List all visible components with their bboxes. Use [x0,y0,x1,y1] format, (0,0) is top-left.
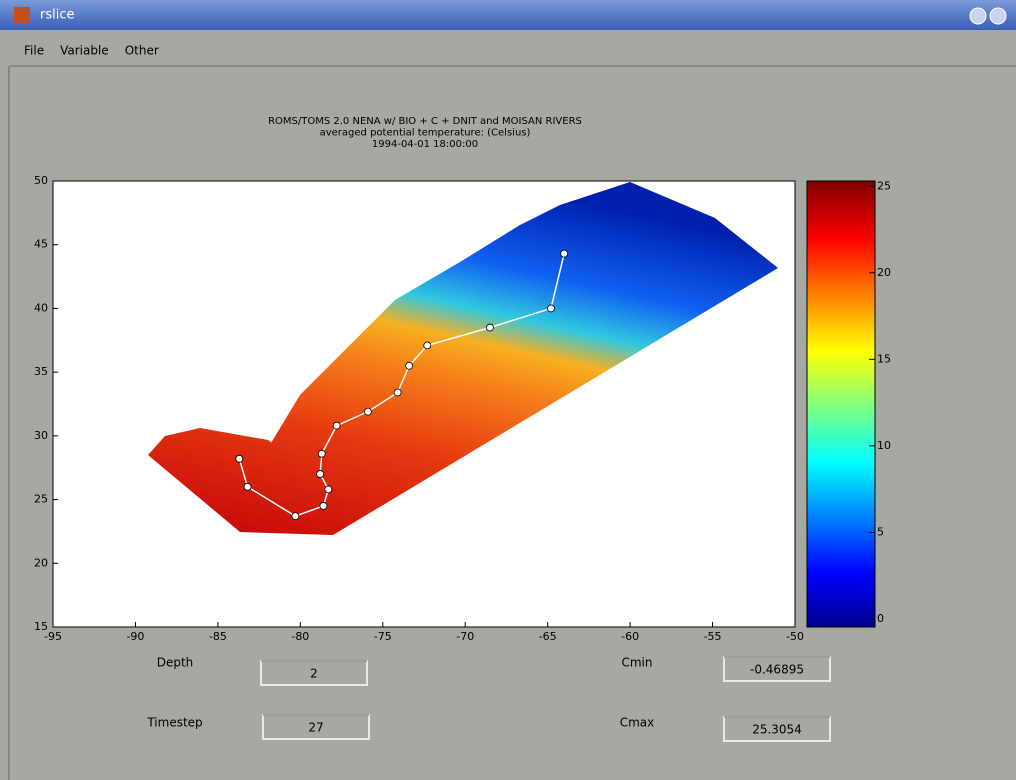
x-tick-label: -60 [621,630,639,643]
y-tick-label: 50 [34,174,48,187]
window-title: rslice [40,8,75,23]
colorbar-tick-label: 5 [877,525,884,538]
text-field-value: 27 [308,721,323,735]
x-tick-label: -90 [126,630,144,643]
track-point [547,305,554,312]
control-label: Depth [157,656,194,670]
x-tick-label: -65 [539,630,557,643]
menu-item[interactable]: Other [125,44,159,58]
x-tick-label: -70 [456,630,474,643]
y-tick-label: 35 [34,365,48,378]
x-tick-label: -75 [374,630,392,643]
track-point [394,389,401,396]
track-point [333,422,340,429]
track-point [244,483,251,490]
colorbar-tick-label: 20 [877,266,891,279]
colorbar [807,181,875,627]
track-point [292,513,299,520]
y-tick-label: 45 [34,238,48,251]
track-point [486,324,493,331]
y-tick-label: 30 [34,429,48,442]
y-tick-label: 25 [34,493,48,506]
app-icon [14,7,30,23]
chart-title: ROMS/TOMS 2.0 NENA w/ BIO + C + DNIT and… [268,116,582,127]
chart-title: 1994-04-01 18:00:00 [372,139,478,150]
chart-title: averaged potential temperature: (Celsius… [320,128,531,139]
x-tick-label: -85 [209,630,227,643]
y-tick-label: 20 [34,556,48,569]
track-point [325,486,332,493]
y-tick-label: 40 [34,301,48,314]
track-point [424,342,431,349]
track-point [320,502,327,509]
track-point [364,408,371,415]
app-window: rslice File Variable Other Depth 2 Timestep 27… [0,0,1016,780]
x-tick-label: -55 [704,630,722,643]
menu-item[interactable]: Variable [60,44,109,58]
control-label: Cmin [621,656,652,670]
colorbar-tick-label: 0 [877,612,884,625]
track-point [317,471,324,478]
text-field-value: 25.3054 [752,723,802,737]
y-tick-label: 15 [34,620,48,633]
x-tick-label: -80 [291,630,309,643]
minimize-button[interactable] [970,8,986,24]
track-point [406,362,413,369]
text-field-value: 2 [310,667,318,681]
colorbar-tick-label: 10 [877,439,891,452]
title-bar [0,0,1016,30]
track-point [236,455,243,462]
close-button[interactable] [990,8,1006,24]
track-point [561,250,568,257]
x-tick-label: -50 [786,630,804,643]
control-label: Timestep [146,716,202,730]
colorbar-tick-label: 15 [877,352,891,365]
menu-item[interactable]: File [24,44,44,58]
track-point [318,450,325,457]
colorbar-tick-label: 25 [877,179,891,192]
control-label: Cmax [620,716,655,730]
text-field-value: -0.46895 [750,663,804,677]
